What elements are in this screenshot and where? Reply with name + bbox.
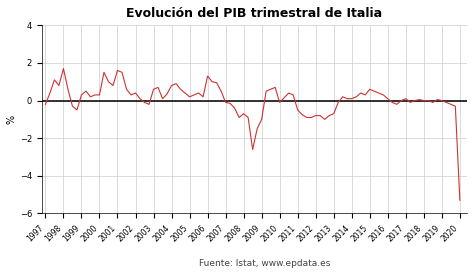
Title: Evolución del PIB trimestral de Italia: Evolución del PIB trimestral de Italia (127, 7, 383, 20)
Text: Fuente: Istat, www.epdata.es: Fuente: Istat, www.epdata.es (199, 259, 330, 268)
Y-axis label: %: % (7, 115, 17, 124)
